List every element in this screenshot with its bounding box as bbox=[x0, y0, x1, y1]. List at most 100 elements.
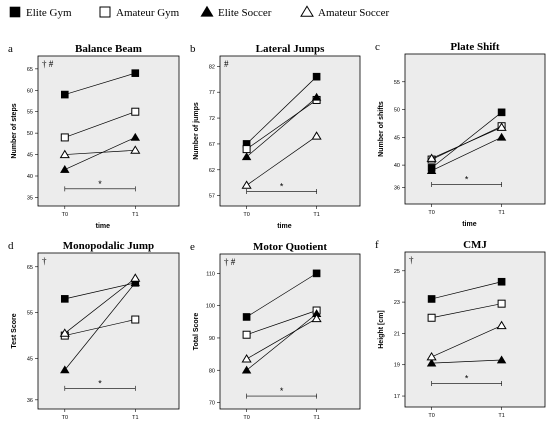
panel-title: Plate Shift bbox=[450, 41, 500, 53]
data-point bbox=[241, 365, 252, 374]
legend-label: Elite Gym bbox=[26, 7, 72, 19]
panel-letter: a bbox=[8, 43, 13, 55]
y-tick-label: 25 bbox=[394, 269, 400, 275]
data-point bbox=[130, 145, 141, 154]
data-point bbox=[426, 153, 437, 162]
series-amateur-gym bbox=[60, 107, 140, 142]
series-line bbox=[431, 281, 502, 300]
series-amateur-gym bbox=[427, 299, 506, 322]
y-tick-label: 82 bbox=[209, 64, 215, 70]
data-point bbox=[497, 108, 506, 117]
y-tick-label: 72 bbox=[209, 116, 215, 122]
series-line bbox=[431, 325, 502, 358]
panel-annotation: # bbox=[224, 59, 229, 69]
data-point bbox=[497, 299, 506, 308]
data-point bbox=[130, 273, 141, 282]
series-line bbox=[64, 282, 136, 300]
y-tick-label: 80 bbox=[209, 368, 215, 374]
y-axis-label: Height [cm] bbox=[378, 310, 385, 349]
series-line bbox=[246, 76, 317, 145]
y-tick-label: 62 bbox=[209, 168, 215, 174]
data-point bbox=[131, 315, 140, 324]
y-tick-label: 50 bbox=[27, 131, 33, 137]
series-elite-soccer bbox=[426, 355, 507, 367]
data-point bbox=[497, 277, 506, 286]
panel-b: b Lateral Jumps #57 62 67 72 77 82 T0 T1 time Numbe… bbox=[190, 43, 361, 230]
data-point bbox=[242, 313, 251, 321]
legend-label: Elite Soccer bbox=[218, 7, 272, 19]
y-tick-label: 90 bbox=[209, 336, 215, 342]
significance-star: * bbox=[280, 182, 284, 192]
data-point bbox=[59, 328, 70, 337]
plot-area bbox=[219, 55, 361, 207]
x-axis-label: time bbox=[462, 221, 477, 228]
panel-letter: c bbox=[375, 41, 380, 53]
series-elite-soccer bbox=[60, 278, 141, 374]
y-tick-label: 21 bbox=[394, 331, 400, 337]
significance-star: * bbox=[280, 386, 284, 396]
series-amateur-soccer bbox=[59, 145, 141, 159]
legend-marker bbox=[200, 5, 214, 17]
series-line bbox=[64, 111, 136, 138]
plot-area bbox=[37, 55, 180, 207]
plot-area bbox=[404, 251, 546, 408]
panel-annotation: † bbox=[42, 256, 47, 266]
y-tick-label: 55 bbox=[27, 311, 33, 317]
series-line bbox=[246, 273, 317, 318]
data-point bbox=[242, 330, 251, 339]
data-point bbox=[130, 132, 141, 141]
panel-title: Monopodalic Jump bbox=[63, 240, 154, 252]
y-tick-label: 60 bbox=[27, 88, 33, 94]
data-point bbox=[60, 164, 70, 173]
data-point bbox=[426, 358, 437, 367]
y-tick-label: 55 bbox=[27, 110, 33, 116]
y-tick-label: 100 bbox=[206, 304, 215, 310]
series-amateur-soccer bbox=[241, 313, 322, 363]
x-tick-label: T1 bbox=[498, 210, 504, 216]
y-tick-label: 40 bbox=[394, 163, 400, 169]
legend-item: Elite Gym bbox=[9, 6, 72, 19]
series-line bbox=[431, 303, 502, 319]
data-point bbox=[242, 145, 251, 154]
data-point bbox=[59, 149, 70, 159]
series-amateur-soccer bbox=[59, 273, 141, 337]
significance-star: * bbox=[98, 179, 102, 189]
panel-title: Motor Quotient bbox=[253, 241, 327, 253]
y-tick-label: 57 bbox=[209, 194, 215, 200]
y-tick-label: 23 bbox=[394, 300, 400, 306]
series-line bbox=[431, 112, 502, 169]
series-elite-soccer bbox=[241, 92, 322, 161]
y-tick-label: 45 bbox=[394, 135, 400, 141]
y-tick-label: 50 bbox=[394, 108, 400, 114]
data-point bbox=[311, 313, 322, 323]
y-axis-label: Number of steps bbox=[11, 103, 18, 158]
y-tick-label: 45 bbox=[27, 153, 33, 159]
legend-item: Amateur Soccer bbox=[300, 5, 389, 19]
data-point bbox=[426, 351, 437, 361]
data-point bbox=[60, 295, 69, 303]
y-tick-label: 110 bbox=[206, 271, 215, 277]
data-point bbox=[311, 131, 322, 140]
panel-annotation: † # bbox=[224, 257, 236, 267]
y-tick-label: 55 bbox=[394, 80, 400, 86]
y-tick-label: 65 bbox=[27, 265, 33, 271]
series-elite-soccer bbox=[426, 132, 507, 174]
y-tick-label: 67 bbox=[209, 142, 215, 148]
data-point bbox=[496, 355, 507, 364]
panel-a: a Balance Beam † # 35 40 45 50 55 60 65 T0 T1 time Nu… bbox=[8, 43, 180, 230]
data-point bbox=[241, 152, 252, 161]
x-axis-label: time bbox=[277, 223, 292, 230]
panel-c: c Plate Shift 36 40 45 50 55 T0 T1 time Number of … bbox=[375, 41, 546, 228]
series-line bbox=[431, 137, 502, 171]
data-point bbox=[426, 166, 437, 174]
y-tick-label: 17 bbox=[394, 394, 400, 400]
significance-star: * bbox=[465, 374, 469, 384]
y-tick-label: 45 bbox=[27, 357, 33, 363]
series-line bbox=[246, 97, 317, 158]
data-point bbox=[311, 92, 322, 101]
y-tick-label: 65 bbox=[27, 67, 33, 73]
panel-annotation: † # bbox=[42, 59, 54, 69]
data-point bbox=[60, 90, 69, 99]
